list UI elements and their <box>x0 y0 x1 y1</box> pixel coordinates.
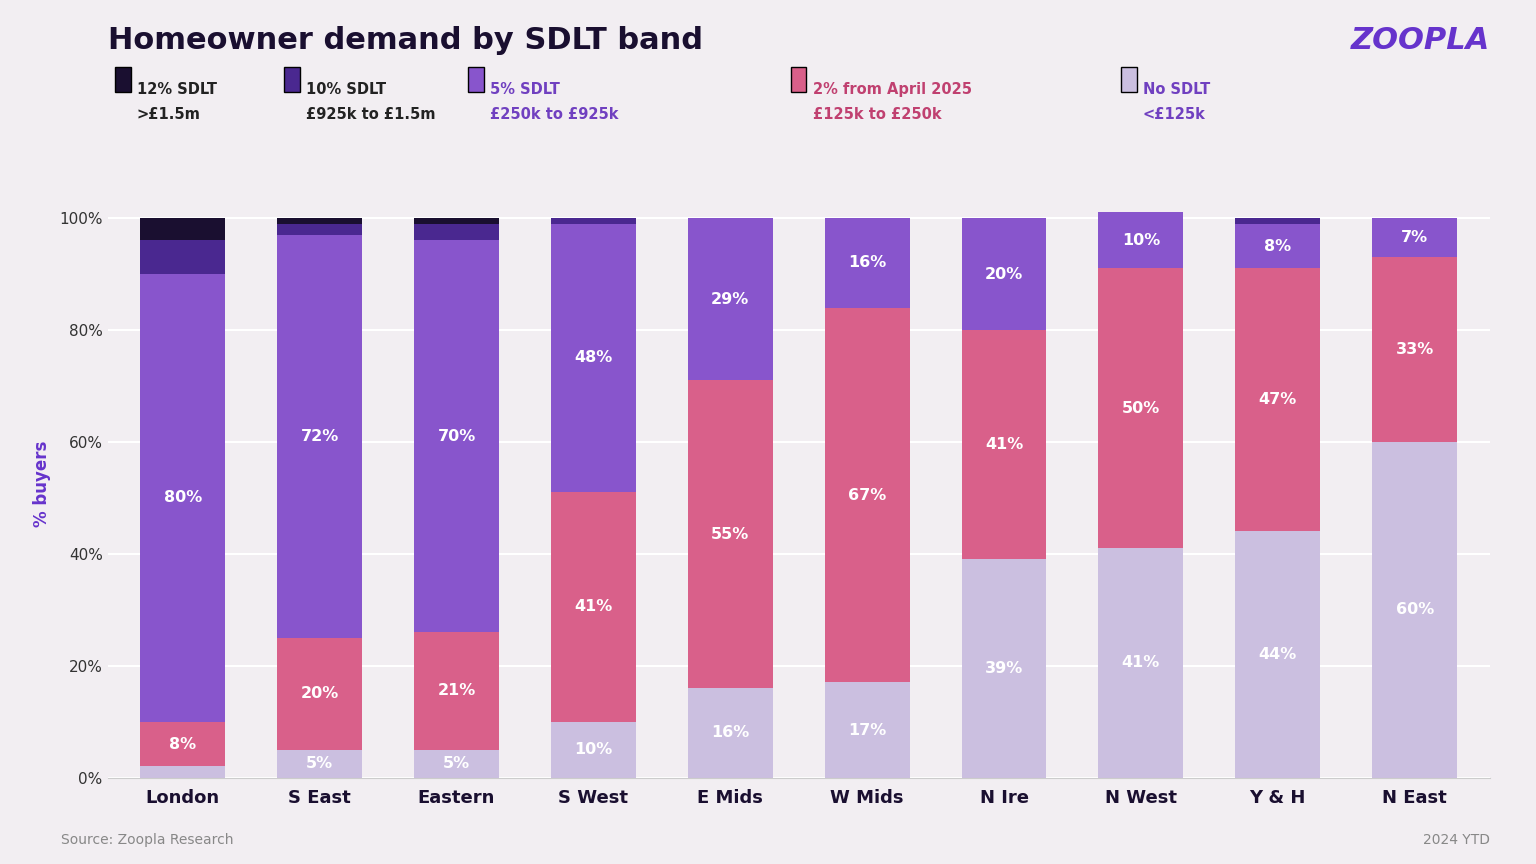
Text: 10%: 10% <box>574 742 613 757</box>
Bar <box>1098 213 1183 269</box>
Text: 7%: 7% <box>1401 230 1428 245</box>
Text: 10% SDLT: 10% SDLT <box>306 82 386 97</box>
Bar <box>276 235 362 638</box>
Text: 8%: 8% <box>169 736 197 752</box>
Bar <box>962 559 1046 778</box>
Bar <box>688 380 773 688</box>
Text: 2024 YTD: 2024 YTD <box>1422 833 1490 847</box>
Text: 55%: 55% <box>711 527 750 542</box>
Bar <box>415 750 499 778</box>
Bar <box>1372 257 1458 442</box>
Text: 29%: 29% <box>711 292 750 307</box>
Text: 33%: 33% <box>1396 342 1433 357</box>
Bar <box>962 330 1046 559</box>
Text: Source: Zoopla Research: Source: Zoopla Research <box>61 833 233 847</box>
Text: 47%: 47% <box>1258 392 1296 408</box>
Y-axis label: % buyers: % buyers <box>32 441 51 527</box>
Bar <box>551 721 636 778</box>
Bar <box>825 218 909 308</box>
Bar <box>140 240 226 274</box>
Bar <box>276 750 362 778</box>
Bar <box>140 721 226 766</box>
Text: 70%: 70% <box>438 429 476 444</box>
Text: 20%: 20% <box>985 266 1023 282</box>
Text: 16%: 16% <box>848 256 886 270</box>
Text: 10%: 10% <box>1121 233 1160 248</box>
Text: <£125k: <£125k <box>1143 107 1206 122</box>
Text: 20%: 20% <box>301 686 339 702</box>
Text: 16%: 16% <box>711 726 750 740</box>
Bar <box>825 683 909 778</box>
Bar <box>276 638 362 750</box>
Bar <box>140 766 226 778</box>
Bar <box>140 274 226 721</box>
Text: 67%: 67% <box>848 487 886 503</box>
Text: 5%: 5% <box>306 756 333 771</box>
Text: No SDLT: No SDLT <box>1143 82 1210 97</box>
Text: 72%: 72% <box>301 429 339 444</box>
Bar <box>1235 224 1321 269</box>
Bar <box>1235 269 1321 531</box>
Bar <box>551 492 636 721</box>
Bar <box>1372 218 1458 257</box>
Text: >£1.5m: >£1.5m <box>137 107 201 122</box>
Text: 60%: 60% <box>1396 602 1433 617</box>
Bar <box>688 218 773 380</box>
Bar <box>415 224 499 240</box>
Text: 5% SDLT: 5% SDLT <box>490 82 559 97</box>
Text: 41%: 41% <box>1121 656 1160 670</box>
Bar <box>962 218 1046 330</box>
Text: 5%: 5% <box>442 756 470 771</box>
Text: £250k to £925k: £250k to £925k <box>490 107 619 122</box>
Text: 17%: 17% <box>848 722 886 738</box>
Bar <box>415 218 499 224</box>
Text: 12% SDLT: 12% SDLT <box>137 82 217 97</box>
Text: 80%: 80% <box>164 491 201 505</box>
Text: 21%: 21% <box>438 683 476 698</box>
Bar <box>551 218 636 224</box>
Text: Homeowner demand by SDLT band: Homeowner demand by SDLT band <box>108 26 702 55</box>
Bar <box>1235 531 1321 778</box>
Bar <box>551 224 636 492</box>
Text: £125k to £250k: £125k to £250k <box>813 107 942 122</box>
Text: 8%: 8% <box>1264 238 1292 253</box>
Bar <box>1098 269 1183 548</box>
Text: 44%: 44% <box>1258 647 1296 662</box>
Bar <box>1098 548 1183 778</box>
Text: 48%: 48% <box>574 351 613 365</box>
Text: ZOOPLA: ZOOPLA <box>1350 26 1490 55</box>
Text: 39%: 39% <box>985 661 1023 676</box>
Bar <box>1372 442 1458 778</box>
Bar <box>276 224 362 235</box>
Bar <box>140 218 226 240</box>
Bar <box>1235 218 1321 224</box>
Bar <box>415 240 499 632</box>
Text: 50%: 50% <box>1121 401 1160 416</box>
Text: £925k to £1.5m: £925k to £1.5m <box>306 107 435 122</box>
Bar <box>825 308 909 683</box>
Bar <box>688 688 773 778</box>
Text: 2% from April 2025: 2% from April 2025 <box>813 82 972 97</box>
Text: 41%: 41% <box>574 600 613 614</box>
Bar <box>276 218 362 224</box>
Bar <box>415 632 499 750</box>
Text: 41%: 41% <box>985 437 1023 452</box>
